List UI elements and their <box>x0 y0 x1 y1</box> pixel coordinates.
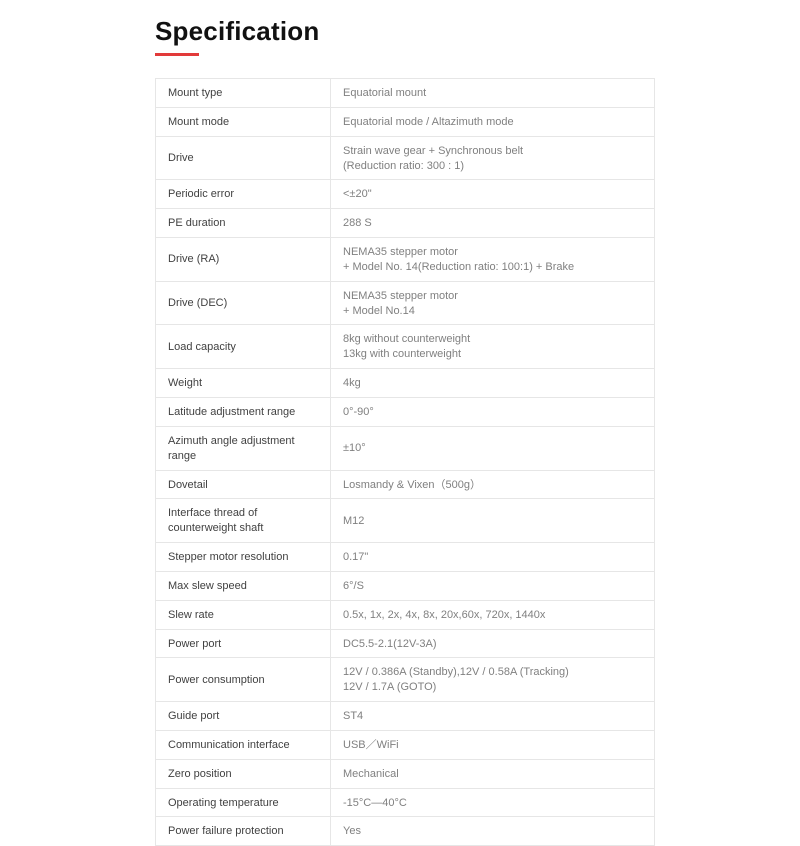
spec-page: Specification Mount typeEquatorial mount… <box>0 0 800 846</box>
spec-label: Drive <box>156 136 331 180</box>
spec-label: Azimuth angle adjustment range <box>156 426 331 470</box>
table-row: Power portDC5.5-2.1(12V-3A) <box>156 629 655 658</box>
table-row: Operating temperature-15°C—40°C <box>156 788 655 817</box>
spec-label: Drive (RA) <box>156 238 331 282</box>
spec-value: 4kg <box>331 369 655 398</box>
spec-label: Mount type <box>156 79 331 108</box>
spec-value: ±10° <box>331 426 655 470</box>
spec-label: Weight <box>156 369 331 398</box>
spec-value: Losmandy & Vixen（500g） <box>331 470 655 499</box>
table-row: Latitude adjustment range0°-90° <box>156 397 655 426</box>
spec-value: Strain wave gear + Synchronous belt (Red… <box>331 136 655 180</box>
table-row: Power consumption12V / 0.386A (Standby),… <box>156 658 655 702</box>
spec-label: Operating temperature <box>156 788 331 817</box>
table-row: Communication interfaceUSB／WiFi <box>156 730 655 759</box>
table-row: Zero positionMechanical <box>156 759 655 788</box>
spec-label: Communication interface <box>156 730 331 759</box>
spec-value: NEMA35 stepper motor + Model No.14 <box>331 281 655 325</box>
spec-table-body: Mount typeEquatorial mountMount modeEqua… <box>156 79 655 846</box>
table-row: Mount modeEquatorial mode / Altazimuth m… <box>156 107 655 136</box>
spec-label: Periodic error <box>156 180 331 209</box>
table-row: DriveStrain wave gear + Synchronous belt… <box>156 136 655 180</box>
spec-label: Power port <box>156 629 331 658</box>
spec-value: <±20" <box>331 180 655 209</box>
table-row: Max slew speed6°/S <box>156 571 655 600</box>
spec-value: 12V / 0.386A (Standby),12V / 0.58A (Trac… <box>331 658 655 702</box>
spec-value: 0.5x, 1x, 2x, 4x, 8x, 20x,60x, 720x, 144… <box>331 600 655 629</box>
spec-value: -15°C—40°C <box>331 788 655 817</box>
table-row: Load capacity8kg without counterweight 1… <box>156 325 655 369</box>
spec-value: Equatorial mode / Altazimuth mode <box>331 107 655 136</box>
spec-value: DC5.5-2.1(12V-3A) <box>331 629 655 658</box>
table-row: Power failure protectionYes <box>156 817 655 846</box>
spec-table: Mount typeEquatorial mountMount modeEqua… <box>155 78 655 846</box>
table-row: Guide portST4 <box>156 702 655 731</box>
spec-label: Drive (DEC) <box>156 281 331 325</box>
spec-value: ST4 <box>331 702 655 731</box>
spec-label: Zero position <box>156 759 331 788</box>
spec-label: Guide port <box>156 702 331 731</box>
spec-value: 6°/S <box>331 571 655 600</box>
table-row: DovetailLosmandy & Vixen（500g） <box>156 470 655 499</box>
spec-label: PE duration <box>156 209 331 238</box>
spec-value: NEMA35 stepper motor + Model No. 14(Redu… <box>331 238 655 282</box>
table-row: Interface thread of counterweight shaftM… <box>156 499 655 543</box>
spec-label: Power failure protection <box>156 817 331 846</box>
table-row: Slew rate0.5x, 1x, 2x, 4x, 8x, 20x,60x, … <box>156 600 655 629</box>
spec-label: Interface thread of counterweight shaft <box>156 499 331 543</box>
table-row: Stepper motor resolution0.17" <box>156 543 655 572</box>
spec-label: Power consumption <box>156 658 331 702</box>
spec-value: 0°-90° <box>331 397 655 426</box>
spec-label: Latitude adjustment range <box>156 397 331 426</box>
spec-value: 288 S <box>331 209 655 238</box>
table-row: PE duration288 S <box>156 209 655 238</box>
table-row: Mount typeEquatorial mount <box>156 79 655 108</box>
table-row: Azimuth angle adjustment range±10° <box>156 426 655 470</box>
spec-label: Load capacity <box>156 325 331 369</box>
spec-label: Max slew speed <box>156 571 331 600</box>
table-row: Weight4kg <box>156 369 655 398</box>
spec-value: USB／WiFi <box>331 730 655 759</box>
spec-label: Stepper motor resolution <box>156 543 331 572</box>
spec-label: Slew rate <box>156 600 331 629</box>
spec-value: M12 <box>331 499 655 543</box>
spec-value: Equatorial mount <box>331 79 655 108</box>
spec-value: Mechanical <box>331 759 655 788</box>
page-title: Specification <box>155 16 740 47</box>
spec-value: 8kg without counterweight 13kg with coun… <box>331 325 655 369</box>
table-row: Drive (RA)NEMA35 stepper motor + Model N… <box>156 238 655 282</box>
spec-value: 0.17" <box>331 543 655 572</box>
spec-label: Mount mode <box>156 107 331 136</box>
table-row: Periodic error<±20" <box>156 180 655 209</box>
title-underline <box>155 53 199 56</box>
spec-label: Dovetail <box>156 470 331 499</box>
table-row: Drive (DEC)NEMA35 stepper motor + Model … <box>156 281 655 325</box>
spec-value: Yes <box>331 817 655 846</box>
